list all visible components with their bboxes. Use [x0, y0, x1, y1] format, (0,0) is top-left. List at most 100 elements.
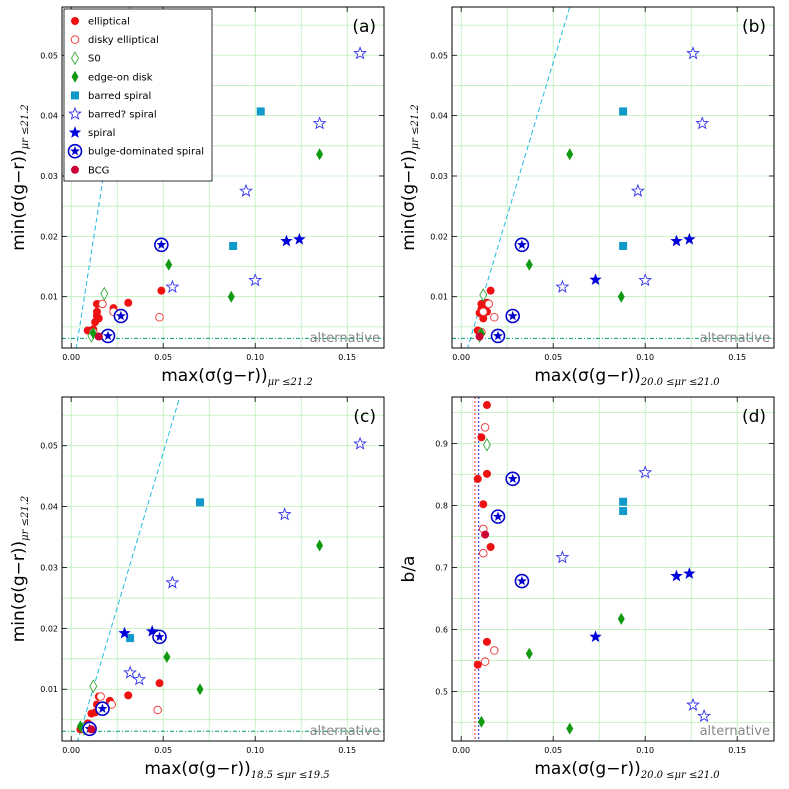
- data-point-disky-elliptical: [96, 692, 105, 701]
- legend-item-spiral: spiral: [68, 126, 115, 139]
- data-point-S0: [100, 286, 109, 301]
- y-axis-label-main: min(σ(g−r)): [9, 541, 29, 642]
- grid-lines: [452, 397, 774, 741]
- legend-label: BCG: [88, 165, 109, 176]
- y-tick-label: 0.7: [435, 563, 448, 572]
- alternative-note: alternative: [700, 724, 770, 739]
- alternative-note: alternative: [310, 331, 380, 346]
- data-point-barred-spiral: [229, 242, 238, 251]
- data-point-bulge-spiral: [154, 237, 169, 253]
- legend-item-barred-q-spiral: barred? spiral: [68, 106, 157, 121]
- x-axis-label-sub: 18.5 ≤μr ≤19.5: [251, 770, 330, 781]
- x-tick-label: 0.00: [452, 746, 470, 755]
- legend: elliptical disky elliptical S0 edge-on disk…: [63, 8, 213, 182]
- data-point-edge-on-disk: [525, 647, 533, 660]
- data-point-barred-q-spiral: [686, 697, 700, 711]
- y-tick-label: 0.02: [40, 232, 58, 241]
- legend-box: [63, 8, 213, 182]
- data-point-edge-on-disk: [566, 148, 574, 161]
- x-axis-label: max(σ(g−r))20.0 ≤μr ≤21.0: [534, 759, 720, 781]
- y-tick-label: 0.04: [40, 503, 58, 512]
- x-tick-label: 0.15: [728, 353, 746, 362]
- panel-a: 0.00 0.05 0.10 0.15 0.01 0.02 0.03 0.04 0.05 (a) a…: [9, 6, 385, 388]
- data-point-elliptical: [155, 679, 164, 688]
- legend-label: elliptical: [88, 17, 130, 28]
- bulge-star: [516, 575, 527, 586]
- threshold-line: [77, 397, 181, 741]
- data-point-bulge-spiral: [113, 308, 129, 324]
- legend-label: barred? spiral: [88, 110, 157, 121]
- x-axis-label: max(σ(g−r))18.5 ≤μr ≤19.5: [144, 759, 329, 781]
- data-points: [76, 436, 368, 737]
- y-tick-label: 0.01: [430, 293, 448, 302]
- data-point-BCG: [94, 332, 103, 341]
- y-tick-label: 0.02: [40, 624, 58, 633]
- plot-frame: [451, 396, 775, 742]
- alternative-note: alternative: [310, 724, 380, 739]
- legend-item-barred-spiral: barred spiral: [71, 91, 151, 102]
- legend-item-S0: S0: [70, 51, 101, 66]
- data-point-disky-elliptical: [153, 705, 162, 715]
- data-point-elliptical: [479, 314, 488, 323]
- data-point-edge-on-disk: [617, 612, 625, 625]
- legend-marker: [68, 126, 82, 138]
- y-tick-label: 0.03: [40, 172, 58, 181]
- y-axis-label-sub: μr ≤21.2: [20, 104, 31, 149]
- legend-marker: [71, 70, 79, 83]
- data-point-BCG: [481, 530, 490, 539]
- data-point-barred-q-spiral: [165, 279, 180, 293]
- bulge-star: [70, 146, 80, 156]
- y-tick-label: 0.05: [430, 51, 448, 60]
- y-tick-label: 0.01: [40, 293, 58, 302]
- legend-marker: [71, 17, 79, 25]
- legend-label: S0: [88, 54, 101, 65]
- data-point-bulge-spiral: [95, 701, 110, 717]
- legend-marker: [68, 106, 82, 120]
- x-tick-label: 0.15: [338, 353, 356, 362]
- y-axis-label-sub: μr ≤21.2: [20, 496, 31, 541]
- data-point-elliptical: [479, 500, 488, 509]
- data-point-S0: [482, 437, 491, 452]
- reference-lines: [474, 397, 480, 741]
- data-point-barred-spiral: [126, 634, 135, 643]
- legend-item-BCG: BCG: [71, 165, 109, 176]
- x-tick-label: 0.05: [544, 353, 562, 362]
- y-axis-label: min(σ(g−r))μr ≤21.2: [399, 104, 421, 251]
- data-point-bulge-spiral: [514, 237, 530, 253]
- data-point-spiral: [118, 626, 131, 639]
- data-point-barred-spiral: [619, 507, 628, 516]
- data-point-elliptical: [124, 691, 133, 700]
- panel-label: (c): [353, 407, 376, 427]
- alternative-note: alternative: [700, 331, 770, 346]
- plot-frame: [61, 396, 385, 742]
- x-axis-label-sub: 20.0 ≤μr ≤21.0: [640, 377, 721, 388]
- data-point-barred-q-spiral: [353, 436, 368, 450]
- data-point-barred-spiral: [619, 242, 628, 251]
- y-tick-label: 0.02: [430, 232, 448, 241]
- data-point-barred-q-spiral: [277, 507, 292, 521]
- bulge-star: [507, 473, 518, 484]
- data-point-S0: [479, 287, 488, 302]
- data-point-disky-elliptical: [155, 312, 164, 322]
- data-point-BCG: [87, 725, 96, 734]
- data-point-spiral: [145, 624, 159, 637]
- data-point-disky-elliptical: [484, 299, 494, 309]
- data-point-edge-on-disk: [477, 715, 485, 728]
- y-tick-label: 0.01: [40, 685, 58, 694]
- x-tick-label: 0.10: [636, 353, 654, 362]
- x-axis-label: max(σ(g−r))20.0 ≤μr ≤21.0: [534, 366, 720, 388]
- y-tick-label: 0.5: [435, 687, 448, 696]
- data-point-elliptical: [482, 469, 491, 478]
- legend-label: barred spiral: [88, 91, 151, 102]
- y-tick-label: 0.03: [40, 563, 58, 572]
- legend-marker: [70, 35, 80, 44]
- bulge-star: [156, 239, 167, 249]
- data-point-S0: [89, 679, 98, 694]
- legend-marker: [71, 91, 79, 100]
- y-tick-label: 0.05: [40, 442, 58, 451]
- data-point-disky-elliptical: [480, 423, 490, 432]
- data-point-bulge-spiral: [100, 328, 116, 344]
- grid-lines: [62, 397, 384, 741]
- x-tick-label: 0.05: [154, 353, 172, 362]
- data-points: [473, 401, 712, 735]
